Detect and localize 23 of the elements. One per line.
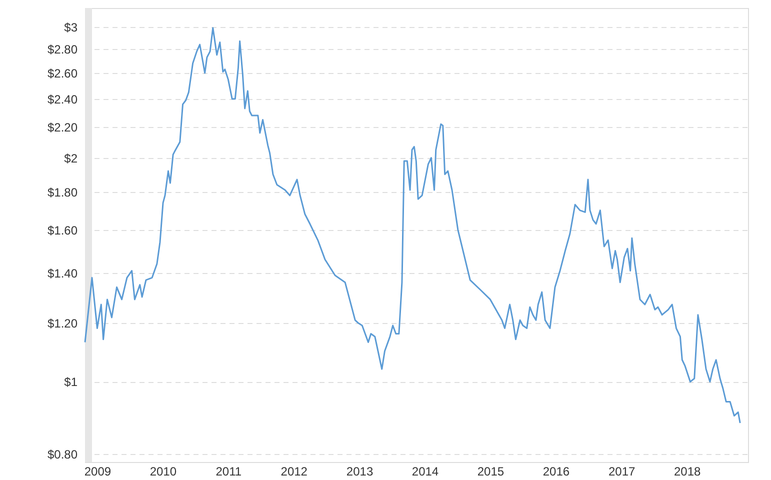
x-tick-label: 2016 [542, 464, 570, 478]
y-tick-label: $0.80 [47, 447, 78, 462]
y-tick-label: $1.60 [47, 223, 78, 238]
y-tick-label: $1.20 [47, 316, 78, 330]
x-tick-label: 2014 [412, 464, 439, 478]
y-tick-label: $2.20 [47, 120, 78, 135]
x-tick-label: 2009 [84, 464, 112, 478]
y-tick-label: $1 [64, 375, 78, 390]
line-series [84, 27, 741, 424]
y-tick-label: $1.80 [47, 185, 78, 200]
x-tick-label: 2015 [477, 464, 504, 478]
y-tick-label: $2 [64, 151, 78, 166]
x-tick-label: 2017 [608, 464, 636, 478]
x-tick-label: 2010 [150, 464, 177, 478]
x-tick-label: 2013 [346, 464, 374, 478]
y-tick-label: $2.80 [47, 42, 78, 57]
y-tick-label: $3 [64, 20, 78, 34]
y-tick-label: $2.60 [47, 66, 78, 81]
x-tick-label: 2012 [280, 464, 308, 478]
y-tick-label: $1.40 [47, 266, 78, 281]
x-tick-label: 2011 [216, 464, 242, 478]
y-tick-label: $2.40 [47, 92, 78, 106]
x-tick-label: 2018 [674, 464, 701, 478]
